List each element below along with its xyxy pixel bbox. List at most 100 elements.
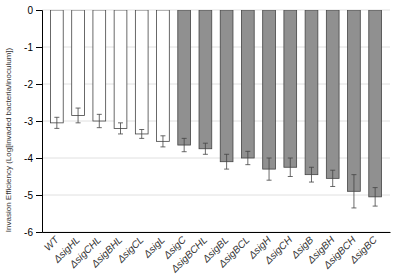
y-tick-mark (36, 47, 42, 48)
error-bar-cap (203, 143, 208, 144)
error-bar-cap (54, 128, 59, 129)
error-bar (97, 114, 102, 127)
error-bar-cap (97, 127, 102, 128)
y-tick-mark (36, 84, 42, 85)
bar (199, 10, 212, 149)
x-tick-label: ΔsigBC (347, 234, 380, 267)
y-axis-line (36, 11, 43, 233)
error-bar-cap (118, 122, 123, 123)
error-bar-cap (330, 170, 335, 171)
error-bar-stem (269, 158, 270, 180)
error-bar-stem (226, 154, 227, 169)
error-bar-cap (76, 122, 81, 123)
y-tick: -4 (24, 153, 42, 164)
error-bar-stem (247, 151, 248, 164)
error-bar-stem (332, 170, 333, 186)
error-bar-cap (267, 180, 272, 181)
error-bar-cap (330, 186, 335, 187)
y-tick-label: -4 (24, 153, 33, 164)
marks (50, 10, 381, 208)
error-bar-stem (353, 175, 354, 208)
error-bar (267, 158, 272, 180)
bar (72, 10, 85, 115)
y-tick-label: -2 (24, 79, 33, 90)
x-axis-line (43, 232, 391, 233)
error-bar-cap (351, 174, 356, 175)
y-tick-mark (36, 195, 42, 196)
bar (157, 10, 170, 141)
y-axis-title: Invasion Efficiency (Log[invaded bacteri… (4, 47, 13, 232)
error-bar-stem (375, 188, 376, 207)
error-bar-stem (311, 167, 312, 182)
y-tick: -3 (24, 116, 42, 127)
bar (220, 10, 233, 162)
error-bar-stem (78, 108, 79, 123)
error-bar-cap (224, 169, 229, 170)
error-bar-cap (309, 182, 314, 183)
y-tick: 0 (27, 5, 42, 16)
bar (50, 10, 63, 123)
error-bar-cap (288, 176, 293, 177)
error-bar-cap (288, 158, 293, 159)
error-bar-cap (245, 151, 250, 152)
error-bar-cap (54, 117, 59, 118)
error-bar-stem (141, 130, 142, 139)
error-bar-cap (267, 158, 272, 159)
bar (348, 10, 361, 191)
error-bar (309, 167, 314, 182)
error-bar-cap (182, 151, 187, 152)
bar (326, 10, 339, 178)
x-tick: ΔsigCL (114, 234, 145, 265)
error-bar (373, 188, 378, 207)
x-axis: WTΔsigHLΔsigCHLΔsigBHLΔsigCLΔsigLΔsigCΔs… (42, 233, 391, 276)
bar (305, 10, 318, 175)
x-tick-label: ΔsigCH (262, 234, 295, 267)
error-bar-cap (245, 164, 250, 165)
error-bar-stem (56, 117, 57, 128)
chart: 0 -1 -2 -3 -4 -5 -6 WTΔsigHLΔsigCHLΔsigBHLΔsigC… (0, 0, 400, 280)
error-bar-stem (99, 114, 100, 127)
y-tick-label: -5 (24, 190, 33, 201)
bar (93, 10, 106, 121)
y-tick-mark (36, 158, 42, 159)
x-tick-label: ΔsigCL (114, 234, 145, 265)
error-bar (288, 158, 293, 177)
error-bar-cap (373, 206, 378, 207)
error-bar-cap (139, 129, 144, 130)
grid-line (42, 232, 390, 233)
plot: 0 -1 -2 -3 -4 -5 -6 WTΔsigHLΔsigCHLΔsigBHLΔsigC… (24, 5, 390, 276)
error-bar (139, 130, 144, 139)
error-bar (182, 138, 187, 151)
error-bar-cap (160, 146, 165, 147)
bar (135, 10, 148, 134)
error-bar-cap (224, 154, 229, 155)
y-tick: -5 (24, 190, 42, 201)
error-bar-stem (205, 143, 206, 154)
error-bar (160, 136, 165, 147)
error-bar (118, 123, 123, 134)
bar (241, 10, 254, 158)
error-bar (330, 170, 335, 186)
error-bar-stem (290, 158, 291, 177)
y-tick: -1 (24, 42, 42, 53)
x-tick: ΔsigL (141, 234, 167, 260)
y-tick: -2 (24, 79, 42, 90)
error-bar (224, 154, 229, 169)
error-bar-cap (203, 154, 208, 155)
error-bar-cap (118, 133, 123, 134)
error-bar-cap (76, 108, 81, 109)
y-tick: -6 (24, 227, 42, 238)
y-axis: 0 -1 -2 -3 -4 -5 -6 (24, 5, 42, 238)
y-tick-label: -6 (24, 227, 33, 238)
y-tick-label: 0 (27, 5, 33, 16)
bar (369, 10, 382, 197)
y-tick-mark (36, 10, 42, 11)
error-bar (76, 108, 81, 123)
error-bar (351, 175, 356, 208)
bar (263, 10, 276, 169)
error-bar-stem (162, 136, 163, 147)
error-bar-cap (351, 207, 356, 208)
error-bar-stem (184, 138, 185, 151)
error-bar-cap (160, 135, 165, 136)
y-tick-label: -3 (24, 116, 33, 127)
